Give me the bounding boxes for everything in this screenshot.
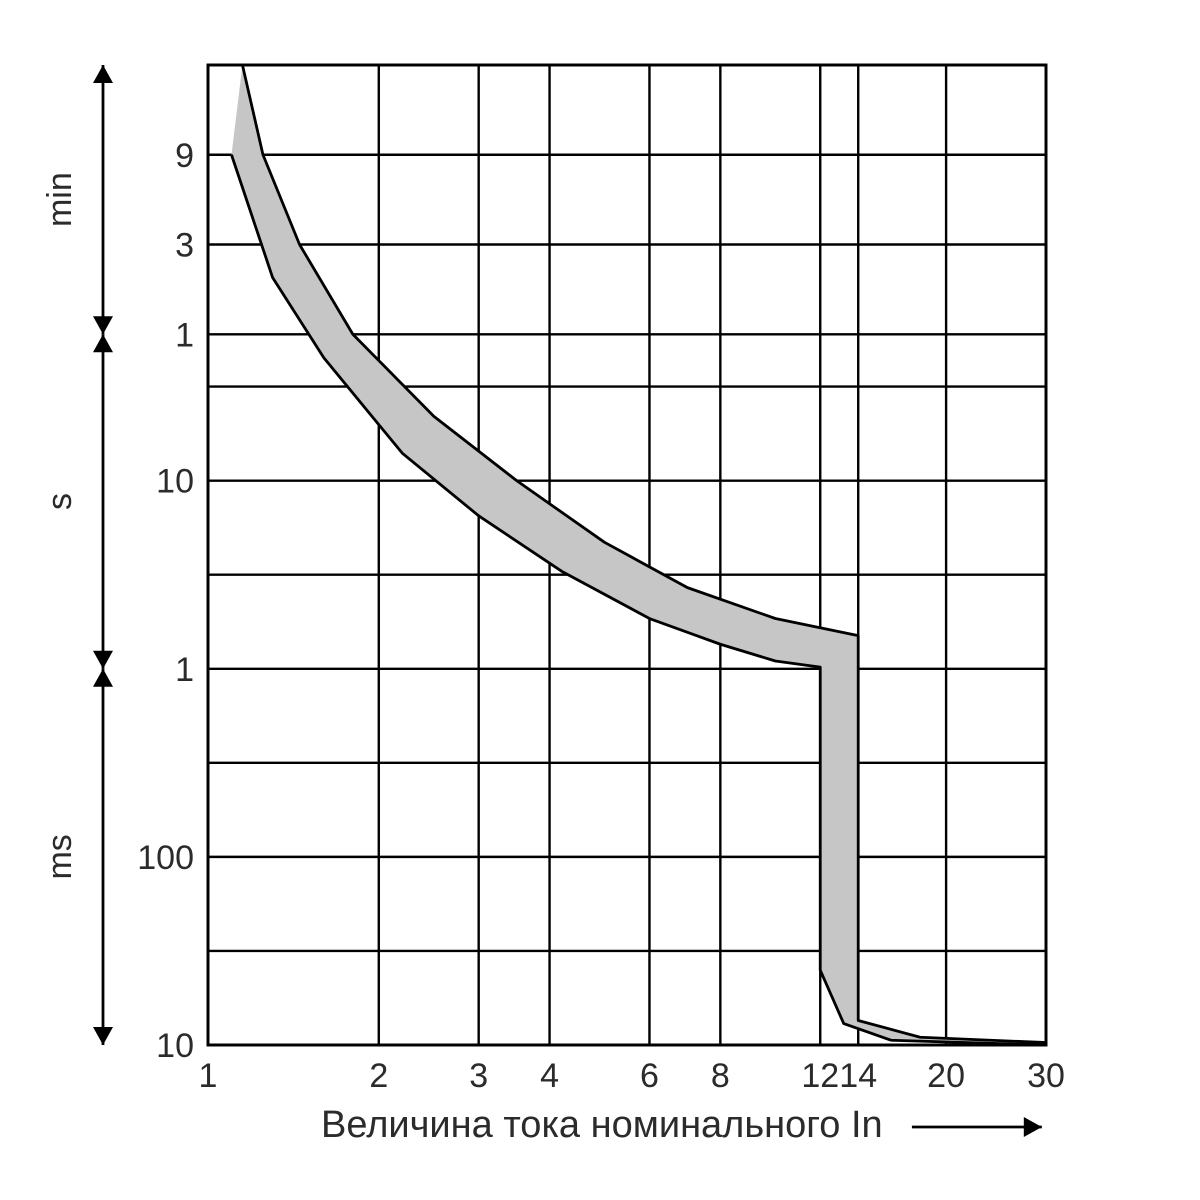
svg-text:10: 10 [156,1027,194,1065]
svg-text:ms: ms [41,834,79,879]
svg-text:1: 1 [175,651,194,689]
svg-text:12: 12 [801,1057,839,1095]
svg-text:8: 8 [711,1057,730,1095]
svg-text:14: 14 [839,1057,877,1095]
svg-text:6: 6 [640,1057,659,1095]
svg-text:s: s [41,493,79,510]
chart-canvas: 001.com.ua 12346812142030Величина тока н… [0,0,1200,1200]
svg-text:1: 1 [175,316,194,354]
svg-text:10: 10 [156,463,194,501]
svg-text:3: 3 [175,227,194,265]
svg-text:2: 2 [369,1057,388,1095]
svg-text:20: 20 [927,1057,965,1095]
svg-text:30: 30 [1027,1057,1065,1095]
svg-text:9: 9 [175,137,194,175]
svg-text:3: 3 [469,1057,488,1095]
svg-text:100: 100 [137,839,194,877]
svg-text:Величина тока номинального In: Величина тока номинального In [321,1104,883,1146]
svg-text:4: 4 [540,1057,559,1095]
svg-text:min: min [41,172,79,227]
svg-text:1: 1 [199,1057,218,1095]
chart-svg: 12346812142030Величина тока номинального… [0,0,1200,1200]
